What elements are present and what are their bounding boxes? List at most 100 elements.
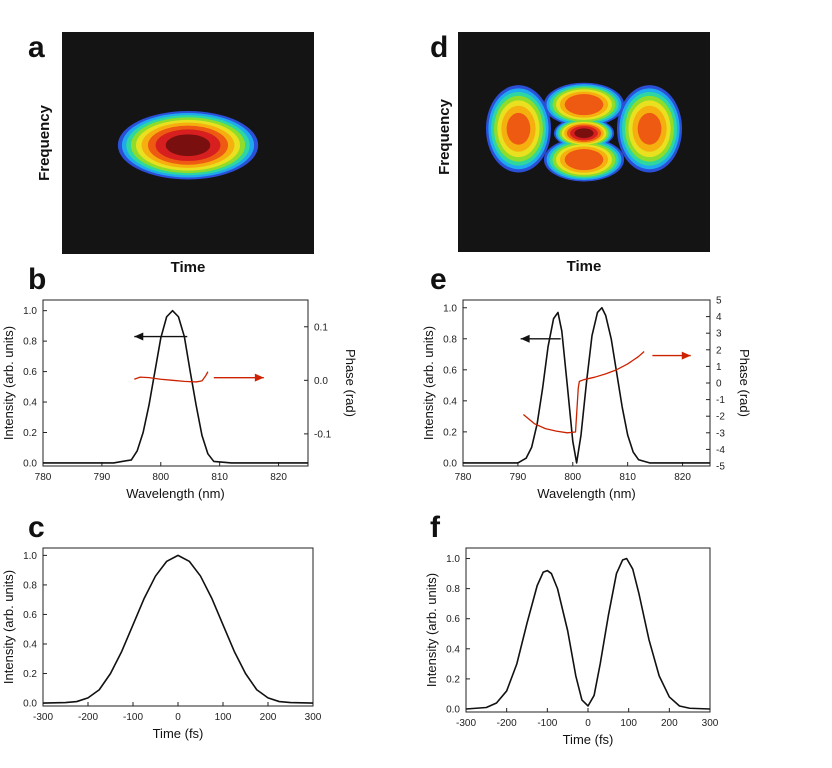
y-tick-label: 0.6 [446, 614, 460, 625]
y2-axis-label: Phase (rad) [343, 349, 358, 417]
x-tick-label: -300 [456, 718, 476, 729]
y2-tick-label: 0.0 [314, 376, 328, 387]
heat-contour-2-level-7 [637, 112, 662, 145]
y-axis-label: Intensity (arb. units) [1, 326, 16, 440]
y-tick-label: 0.6 [443, 365, 457, 376]
x-tick-label: 800 [152, 472, 169, 483]
y-tick-label: 0.2 [23, 669, 37, 680]
x-tick-label: 100 [620, 718, 637, 729]
x-axis-label: Wavelength (nm) [537, 486, 636, 501]
panel-f: -300 -200 -100 0 100 200 300 0.0 0.2 0.4 0.6 0.8 1.0… [424, 547, 719, 747]
y2-tick-label: -1 [716, 395, 725, 406]
intensity-axis-arrow [520, 334, 561, 343]
y2-tick-label: 3 [716, 329, 722, 340]
y-tick-label: 0.0 [23, 458, 37, 469]
heat-contour-1-level-7 [506, 112, 531, 145]
panel-e: 780 790 800 810 820 0.0 0.2 0.4 0.6 0.8 1.0 -5 -4 -3 -… [421, 296, 752, 502]
x-tick-label: -100 [123, 712, 143, 723]
y2-tick-label: 5 [716, 296, 722, 307]
y-tick-label: 0.0 [23, 699, 37, 710]
x-axis-label: Wavelength (nm) [126, 486, 225, 501]
y-tick-label: 1.0 [443, 303, 457, 314]
y-tick-label: 0.4 [23, 639, 37, 650]
y-tick-label: 0.4 [446, 644, 460, 655]
y-axis-label: Intensity (arb. units) [424, 573, 439, 687]
y-tick-label: 0.0 [443, 458, 457, 469]
intensity-curve [43, 309, 308, 464]
y2-tick-label: -3 [716, 428, 725, 439]
y-tick-label: 1.0 [446, 554, 460, 565]
phase-curve [134, 371, 209, 383]
y2-tick-label: 0 [716, 379, 722, 390]
heat-contour-1-level-9 [165, 134, 211, 157]
x-tick-label: 300 [305, 712, 322, 723]
plot-frame [42, 547, 314, 707]
heat-contour-4-level-7 [564, 149, 604, 171]
x-axis-label: Time (fs) [153, 726, 204, 741]
y-tick-label: 0.2 [446, 674, 460, 685]
plot-frame [465, 547, 711, 713]
y-tick-label: 0.6 [23, 610, 37, 621]
x-tick-label: 200 [260, 712, 277, 723]
y-tick-label: 1.0 [23, 551, 37, 562]
y-tick-label: 0.4 [23, 398, 37, 409]
y-tick-label: 0.2 [23, 428, 37, 439]
spectrogram-d-xlabel: Time [567, 258, 602, 275]
x-tick-label: 780 [35, 472, 52, 483]
y2-tick-label: -4 [716, 445, 725, 456]
y-tick-label: 0.0 [446, 704, 460, 715]
panel-letter-f: f [430, 511, 441, 544]
panel-letter-e: e [430, 263, 447, 296]
x-tick-label: 810 [211, 472, 228, 483]
y-tick-label: 0.8 [23, 337, 37, 348]
x-tick-label: 790 [510, 472, 527, 483]
x-axis-label: Time (fs) [563, 732, 614, 747]
y2-tick-label: 2 [716, 345, 722, 356]
x-tick-label: 780 [455, 472, 472, 483]
intensity-curve [463, 306, 710, 464]
spectrogram-a-xlabel: Time [171, 259, 206, 276]
panel-c: -300 -200 -100 0 100 200 300 0.0 0.2 0.4 0.6 0.8 1.0… [1, 547, 322, 741]
panel-a: Time Frequency [36, 32, 314, 276]
x-tick-label: 790 [94, 472, 111, 483]
panel-d: Time Frequency [436, 32, 710, 275]
x-tick-label: 200 [661, 718, 678, 729]
x-tick-label: 820 [270, 472, 287, 483]
intensity-curve [465, 557, 711, 710]
phase-axis-arrow [652, 351, 691, 360]
x-tick-label: -200 [78, 712, 98, 723]
y-tick-label: 0.6 [23, 367, 37, 378]
y-tick-label: 0.8 [446, 584, 460, 595]
y2-tick-label: -2 [716, 412, 725, 423]
y2-tick-label: 0.1 [314, 322, 328, 333]
intensity-curve [42, 554, 314, 704]
intensity-axis-arrow [134, 332, 188, 341]
x-tick-label: -100 [537, 718, 557, 729]
spectrogram-a-map [117, 111, 259, 180]
y2-tick-label: -0.1 [314, 429, 332, 440]
panel-letter-d: d [430, 31, 448, 64]
panel-b: 780 790 800 810 820 0.0 0.2 0.4 0.6 0.8 1.0 -0.1 0.0… [1, 299, 358, 501]
y-tick-label: 1.0 [23, 306, 37, 317]
spectrogram-a-ylabel: Frequency [36, 104, 53, 181]
spectrogram-d-ylabel: Frequency [436, 98, 453, 175]
heat-contour-5-level-9 [574, 128, 594, 139]
panel-letter-c: c [28, 511, 45, 544]
x-tick-label: 810 [619, 472, 636, 483]
y2-tick-label: 1 [716, 362, 722, 373]
panel-letter-a: a [28, 31, 45, 64]
y-axis-label: Intensity (arb. units) [1, 570, 16, 684]
y-tick-label: 0.8 [443, 334, 457, 345]
heat-contour-3-level-7 [564, 94, 604, 116]
y2-axis-label: Phase (rad) [737, 349, 752, 417]
panel-letter-b: b [28, 263, 46, 296]
x-tick-label: 820 [674, 472, 691, 483]
spectrogram-d-map [485, 82, 683, 182]
y-tick-label: 0.2 [443, 427, 457, 438]
phase-curve [522, 350, 645, 434]
plot-frame [42, 299, 309, 467]
y-axis-label: Intensity (arb. units) [421, 326, 436, 440]
x-tick-label: 300 [702, 718, 719, 729]
phase-axis-arrow [213, 373, 264, 382]
